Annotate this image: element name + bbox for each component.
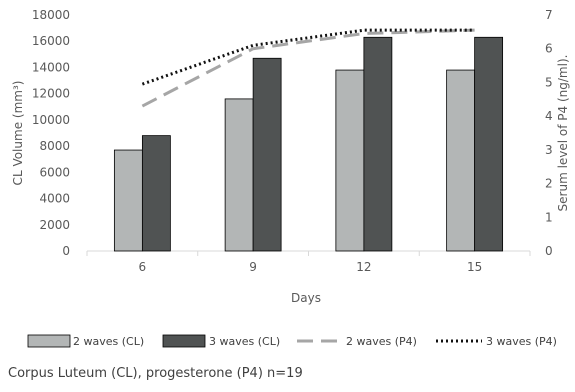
series-line xyxy=(142,30,474,84)
x-axis-ticks: 6 9 12 15 xyxy=(139,260,483,274)
x-tick-label: 15 xyxy=(467,260,482,274)
y-tick-label-left: 16000 xyxy=(32,34,70,48)
x-axis-tick-marks xyxy=(87,251,530,256)
y-tick-label-left: 4000 xyxy=(39,192,70,206)
legend-swatch xyxy=(28,335,70,347)
y-tick-label-left: 18000 xyxy=(32,8,70,22)
y-tick-label-right: 7 xyxy=(545,8,553,22)
y-tick-label-left: 14000 xyxy=(32,60,70,74)
legend-label: 3 waves (P4) xyxy=(486,335,557,348)
y-tick-label-right: 5 xyxy=(545,75,553,89)
legend-label: 2 waves (P4) xyxy=(346,335,417,348)
x-tick-label: 12 xyxy=(356,260,371,274)
figure-caption: Corpus Luteum (CL), progesterone (P4) n=… xyxy=(8,366,303,381)
bar xyxy=(447,70,475,251)
bar xyxy=(475,37,503,251)
bar xyxy=(253,58,281,251)
y-tick-label-left: 6000 xyxy=(39,165,70,179)
y-tick-label-left: 2000 xyxy=(39,218,70,232)
y-tick-label-right: 6 xyxy=(545,42,553,56)
legend: 2 waves (CL) 3 waves (CL) 2 waves (P4) 3 wa… xyxy=(28,335,557,348)
lines xyxy=(142,30,474,106)
y-tick-label-left: 8000 xyxy=(39,139,70,153)
x-tick-label: 9 xyxy=(249,260,257,274)
legend-label: 3 waves (CL) xyxy=(209,335,280,348)
legend-swatch xyxy=(163,335,205,347)
y-tick-label-left: 10000 xyxy=(32,113,70,127)
bar xyxy=(114,150,142,251)
y-tick-label-right: 1 xyxy=(545,210,553,224)
x-axis-title: Days xyxy=(291,291,321,305)
bars xyxy=(114,37,502,251)
bar xyxy=(142,136,170,251)
y-tick-label-right: 4 xyxy=(545,109,553,123)
y-tick-label-left: 12000 xyxy=(32,87,70,101)
y-tick-label-left: 0 xyxy=(62,244,70,258)
y-axis-right-ticks: 0 1 2 3 4 5 6 7 xyxy=(545,8,553,258)
bar xyxy=(364,37,392,251)
bar xyxy=(225,99,253,251)
y-axis-right-title: Serum level of P4 (ng/ml). xyxy=(556,55,570,212)
legend-label: 2 waves (CL) xyxy=(73,335,144,348)
y-axis-left-ticks: 0 2000 4000 6000 8000 10000 12000 14000 16000 180… xyxy=(32,8,70,258)
y-tick-label-right: 0 xyxy=(545,244,553,258)
bar xyxy=(336,70,364,251)
y-axis-left-title: CL Volume (mm³) xyxy=(11,81,25,186)
y-tick-label-right: 2 xyxy=(545,177,553,191)
x-tick-label: 6 xyxy=(139,260,147,274)
series-line xyxy=(142,30,474,106)
y-tick-label-right: 3 xyxy=(545,143,553,157)
